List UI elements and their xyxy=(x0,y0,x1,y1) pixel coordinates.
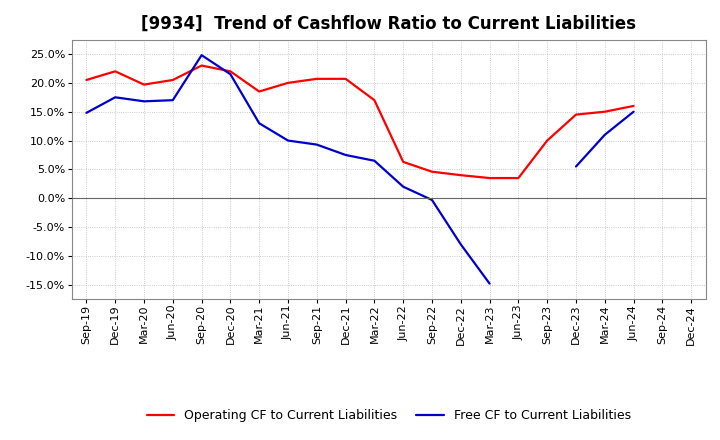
Line: Operating CF to Current Liabilities: Operating CF to Current Liabilities xyxy=(86,66,634,178)
Operating CF to Current Liabilities xyxy=(197,63,206,68)
Operating CF to Current Liabilities xyxy=(370,98,379,103)
Free CF to Current Liabilities xyxy=(284,138,292,143)
Legend: Operating CF to Current Liabilities, Free CF to Current Liabilities: Operating CF to Current Liabilities, Fre… xyxy=(142,404,636,427)
Operating CF to Current Liabilities xyxy=(572,112,580,117)
Operating CF to Current Liabilities xyxy=(82,77,91,83)
Free CF to Current Liabilities xyxy=(485,281,494,286)
Free CF to Current Liabilities xyxy=(255,121,264,126)
Free CF to Current Liabilities xyxy=(168,98,177,103)
Operating CF to Current Liabilities xyxy=(600,109,609,114)
Title: [9934]  Trend of Cashflow Ratio to Current Liabilities: [9934] Trend of Cashflow Ratio to Curren… xyxy=(141,15,636,33)
Operating CF to Current Liabilities xyxy=(485,176,494,181)
Line: Free CF to Current Liabilities: Free CF to Current Liabilities xyxy=(86,55,490,284)
Operating CF to Current Liabilities xyxy=(399,159,408,165)
Free CF to Current Liabilities xyxy=(111,95,120,100)
Free CF to Current Liabilities xyxy=(197,52,206,58)
Free CF to Current Liabilities xyxy=(140,99,148,104)
Operating CF to Current Liabilities xyxy=(629,103,638,109)
Operating CF to Current Liabilities xyxy=(284,80,292,85)
Operating CF to Current Liabilities xyxy=(226,69,235,74)
Free CF to Current Liabilities xyxy=(456,242,465,247)
Operating CF to Current Liabilities xyxy=(255,89,264,94)
Operating CF to Current Liabilities xyxy=(312,76,321,81)
Operating CF to Current Liabilities xyxy=(428,169,436,174)
Free CF to Current Liabilities xyxy=(370,158,379,163)
Operating CF to Current Liabilities xyxy=(341,76,350,81)
Free CF to Current Liabilities xyxy=(341,152,350,158)
Free CF to Current Liabilities xyxy=(82,110,91,116)
Operating CF to Current Liabilities xyxy=(543,138,552,143)
Free CF to Current Liabilities xyxy=(226,72,235,77)
Operating CF to Current Liabilities xyxy=(168,77,177,83)
Free CF to Current Liabilities xyxy=(312,142,321,147)
Free CF to Current Liabilities xyxy=(399,184,408,189)
Operating CF to Current Liabilities xyxy=(140,82,148,87)
Operating CF to Current Liabilities xyxy=(456,172,465,178)
Operating CF to Current Liabilities xyxy=(514,176,523,181)
Operating CF to Current Liabilities xyxy=(111,69,120,74)
Free CF to Current Liabilities xyxy=(428,197,436,202)
